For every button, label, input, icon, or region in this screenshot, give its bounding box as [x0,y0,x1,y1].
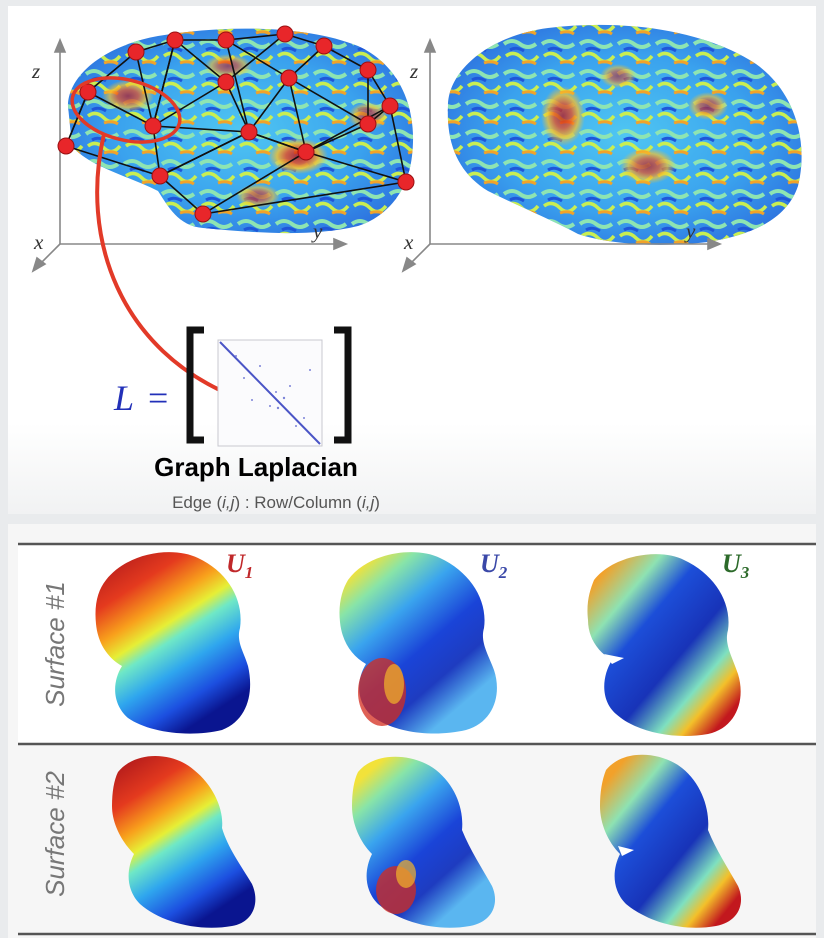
left-axes [31,37,349,273]
row-label-surface-1: Surface #1 [40,581,70,707]
eigenvector-panel: U1 U2 U3 Surface #1 Surface #2 [8,524,816,938]
laplacian-symbol: L [113,378,134,418]
graph-node [381,97,399,115]
laplacian-matrix [186,326,352,447]
surface1-u1-map [95,552,251,734]
graph-node [359,115,377,133]
graph-node [217,31,235,49]
right-z-axis-label: z [409,59,418,83]
equals-sign: = [148,378,168,418]
graph-node [166,31,184,49]
graph-node [217,73,235,91]
eigenvector-label-u2: U2 [480,549,508,582]
surface2-u3-map [600,754,742,928]
right-brain-surface [447,24,802,245]
graph-node [127,43,145,61]
graph-node [397,173,415,191]
graph-nodes [57,25,415,223]
graph-node [315,37,333,55]
graph-node [144,117,162,135]
graph-node [359,61,377,79]
brain-graph-illustration: z y x [31,24,802,512]
row-label-surface-2: Surface #2 [40,771,70,897]
graph-node [194,205,212,223]
eigenvector-label-u1: U1 [226,549,253,582]
left-x-axis-label: x [33,230,44,254]
graph-node [297,143,315,161]
graph-laplacian-panel: z y x [8,6,816,514]
surface1-u3-map [587,554,741,736]
left-y-axis-label: y [311,219,323,243]
graph-node [280,69,298,87]
graph-node [276,25,294,43]
surface2-u1-map [112,756,256,928]
eigenvector-grid: U1 U2 U3 Surface #1 Surface #2 [8,524,816,938]
graph-node [57,137,75,155]
edge-highlight-ellipse [70,76,182,144]
eigenvector-label-u3: U3 [722,549,750,582]
graph-node [79,83,97,101]
right-axes [401,37,723,273]
right-x-axis-label: x [403,230,414,254]
graph-node [151,167,169,185]
right-y-axis-label: y [684,219,696,243]
left-z-axis-label: z [31,59,40,83]
graph-laplacian-caption: Graph Laplacian [154,452,358,482]
edge-to-matrix-arrow [95,133,239,400]
edge-mapping-caption: Edge (i,j) : Row/Column (i,j) [172,493,380,512]
graph-node [240,123,258,141]
